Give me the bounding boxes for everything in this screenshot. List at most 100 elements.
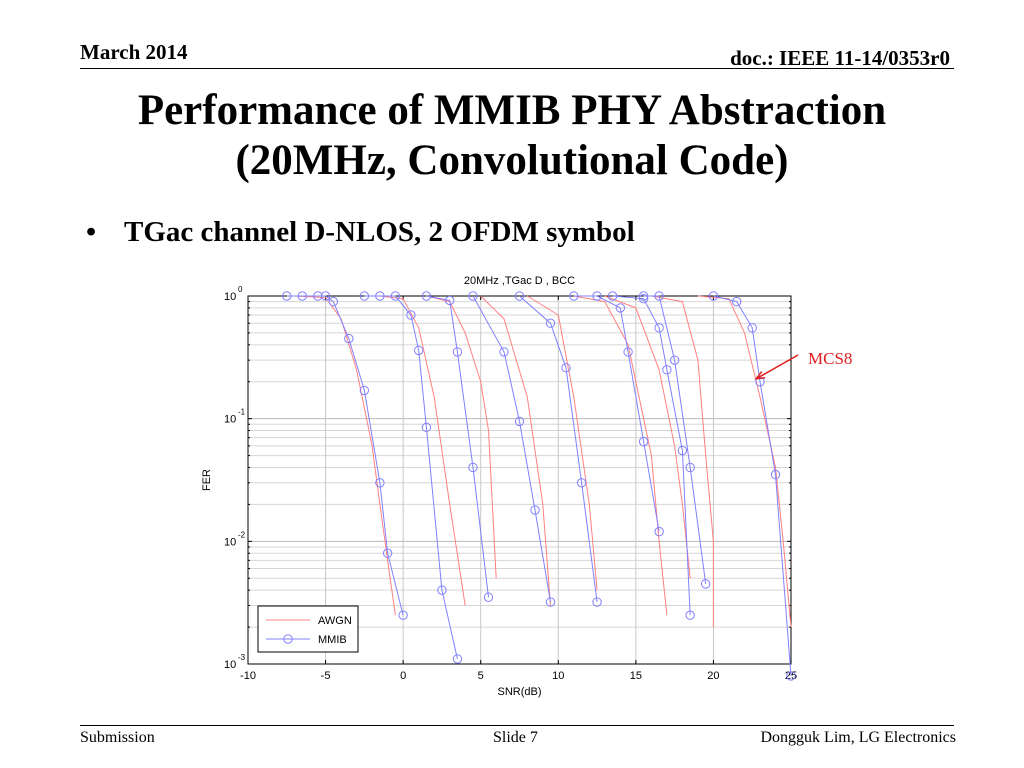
x-tick-label: -10: [240, 670, 256, 682]
header-rule: [80, 68, 954, 69]
bullet-text: TGac channel D-NLOS, 2 OFDM symbol: [124, 216, 635, 248]
y-tick-label: 10: [224, 536, 236, 548]
x-tick-label: 0: [400, 670, 406, 682]
bullet-symbol: •: [86, 216, 97, 248]
mmib-curve-4: [472, 295, 551, 603]
chart-title: 20MHz ,TGac D , BCC: [464, 275, 575, 287]
legend-mmib-marker: [283, 634, 293, 644]
mmib-point: [638, 436, 649, 447]
mmib-point: [344, 333, 354, 344]
y-tick-exponent: 0: [238, 285, 243, 294]
bullet-item: • TGac channel D-NLOS, 2 OFDM symbol: [86, 216, 635, 249]
mmib-curve-8: [643, 295, 707, 584]
mmib-point: [328, 296, 339, 307]
mmib-point: [677, 445, 688, 456]
mmib-point: [282, 291, 292, 301]
mmib-point: [592, 291, 602, 301]
slide-title: Performance of MMIB PHY Abstraction (20M…: [40, 86, 984, 186]
plot-area: [248, 296, 791, 664]
x-tick-label: -5: [321, 670, 331, 682]
mmib-point: [700, 579, 711, 589]
y-tick-label: 10: [224, 291, 236, 303]
x-axis-label: SNR(dB): [497, 686, 541, 698]
mmib-point: [669, 355, 680, 365]
x-tick-label: 20: [707, 670, 719, 682]
mmib-point: [638, 291, 649, 301]
footer-submission: Submission: [80, 729, 155, 746]
mmib-point: [569, 291, 579, 301]
x-tick-label: 5: [478, 670, 484, 682]
mmib-point: [437, 585, 447, 595]
mmib-point: [297, 291, 308, 301]
mmib-point: [452, 347, 463, 357]
y-tick-exponent: -1: [238, 408, 246, 417]
mmib-point: [770, 469, 781, 480]
mmib-point: [654, 323, 664, 333]
mmib-point: [654, 526, 664, 537]
mmib-point: [413, 345, 424, 356]
awgn-curve-9: [697, 295, 792, 628]
footer-author: Dongguk Lim, LG Electronics: [760, 729, 956, 746]
legend-awgn-label: AWGN: [318, 615, 352, 627]
mmib-point: [530, 505, 540, 515]
mmib-curve-7: [612, 295, 691, 616]
mmib-point: [576, 478, 587, 488]
mmib-point: [421, 422, 432, 433]
mmib-point: [592, 597, 602, 607]
mmib-point: [359, 385, 370, 396]
mmib-curve-2: [364, 295, 458, 660]
mmib-point: [545, 318, 556, 328]
mmib-point: [685, 462, 695, 473]
mmib-point: [375, 291, 385, 301]
mmib-point: [561, 363, 571, 373]
legend-mmib-label: MMIB: [318, 634, 347, 646]
mmib-point: [398, 610, 408, 620]
mmib-point: [359, 291, 370, 301]
mmib-curve-5: [519, 295, 598, 603]
y-tick-label: 10: [224, 414, 236, 426]
mmib-point: [732, 296, 742, 307]
mmib-point: [452, 654, 463, 664]
mmib-curve-1: [286, 295, 404, 616]
mmib-point: [499, 347, 509, 357]
footer-rule: [80, 725, 954, 726]
mmib-point: [406, 310, 416, 320]
header-date: March 2014: [80, 40, 188, 64]
awgn-curve-5: [527, 295, 598, 591]
mmib-point: [390, 291, 401, 301]
mmib-curve-3: [426, 295, 489, 598]
awgn-curve-7: [604, 295, 691, 579]
mmib-point: [615, 303, 626, 313]
mmib-point: [382, 548, 393, 558]
x-tick-label: 10: [552, 670, 564, 682]
y-tick-exponent: -3: [238, 653, 246, 662]
x-tick-label: 15: [630, 670, 642, 682]
mmib-point: [747, 323, 757, 333]
mmib-point: [514, 291, 525, 301]
annotation-label: MCS8: [808, 349, 853, 368]
mmib-point: [320, 291, 331, 301]
mmib-point: [313, 291, 323, 301]
mmib-point: [375, 478, 385, 488]
mmib-point: [444, 295, 455, 306]
mmib-point: [638, 294, 649, 304]
mmib-point: [421, 291, 432, 301]
awgn-curve-8: [651, 295, 714, 628]
awgn-curve-4: [480, 295, 551, 606]
legend-box: [257, 605, 359, 653]
y-tick-label: 10: [224, 659, 236, 671]
awgn-curve-1: [294, 295, 396, 616]
mmib-point: [654, 291, 664, 301]
mmib-point: [662, 365, 672, 375]
y-axis-label: FER: [201, 469, 213, 491]
mmib-point: [514, 416, 525, 427]
mmib-point: [708, 291, 719, 301]
mmib-point: [545, 597, 556, 607]
annotation-arrow-head: [754, 371, 766, 380]
mmib-point: [483, 592, 494, 602]
header-doc-id: doc.: IEEE 11-14/0353r0: [730, 46, 950, 70]
mmib-point: [468, 291, 478, 301]
slide-title-line-2: (20MHz, Convolutional Code): [235, 137, 789, 184]
mmib-point: [685, 610, 695, 620]
